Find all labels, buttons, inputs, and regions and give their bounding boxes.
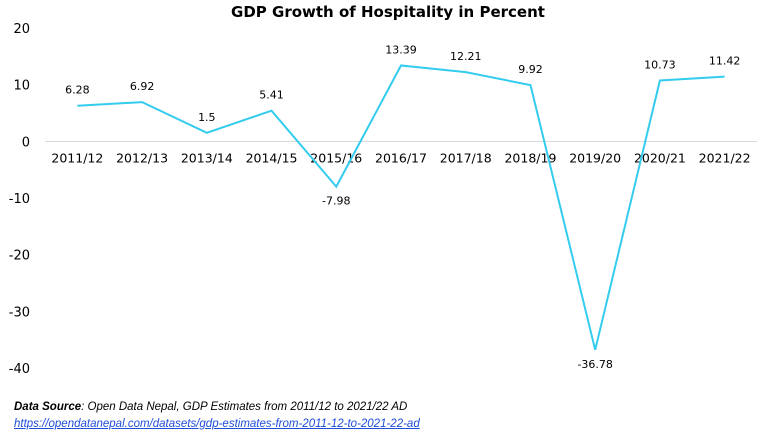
data-label: 6.92 (130, 80, 155, 93)
y-tick-label: -40 (9, 362, 30, 377)
chart-title: GDP Growth of Hospitality in Percent (231, 3, 545, 21)
data-label: 12.21 (450, 50, 482, 63)
x-tick-label: 2011/12 (51, 150, 103, 165)
x-tick-label: 2019/20 (569, 150, 621, 165)
data-label: 13.39 (385, 43, 417, 56)
y-tick-label: -20 (9, 249, 30, 264)
x-axis: 2011/12 2012/13 2013/14 2014/15 2015/16 2016/… (51, 150, 750, 165)
y-tick-label: 0 (22, 135, 30, 150)
data-label: 10.73 (644, 59, 676, 72)
data-label: 1.5 (198, 111, 216, 124)
data-source-line: Data Source: Open Data Nepal, GDP Estima… (14, 399, 420, 416)
y-tick-label: -10 (9, 192, 30, 207)
y-tick-label: 20 (13, 22, 30, 37)
data-source-link[interactable]: https://opendatanepal.com/datasets/gdp-e… (14, 418, 420, 430)
data-label: 5.41 (259, 89, 284, 102)
series-line (77, 64, 725, 351)
data-labels: 6.28 6.92 1.5 5.41 -7.98 13.39 12.21 9.92 -36.78… (65, 43, 740, 370)
y-tick-label: 10 (13, 79, 30, 94)
x-tick-label: 2016/17 (375, 150, 427, 165)
data-source-text: : Open Data Nepal, GDP Estimates from 20… (81, 401, 408, 413)
data-source-link-line: https://opendatanepal.com/datasets/gdp-e… (14, 416, 420, 433)
x-tick-label: 2013/14 (181, 150, 233, 165)
x-tick-label: 2020/21 (634, 150, 686, 165)
x-tick-label: 2017/18 (440, 150, 492, 165)
data-label: 6.28 (65, 84, 90, 97)
x-tick-label: 2012/13 (116, 150, 168, 165)
data-label: 11.42 (709, 55, 741, 68)
data-source-label: Data Source (14, 401, 82, 413)
data-source-note: Data Source: Open Data Nepal, GDP Estima… (14, 399, 420, 433)
x-tick-label: 2018/19 (504, 150, 556, 165)
data-label: -36.78 (577, 358, 612, 371)
x-tick-label: 2014/15 (246, 150, 298, 165)
y-axis: 20 10 0 -10 -20 -30 -40 (9, 22, 30, 377)
data-label: 9.92 (518, 63, 543, 76)
y-tick-label: -30 (9, 305, 30, 320)
x-tick-label: 2021/22 (699, 150, 751, 165)
data-label: -7.98 (322, 195, 350, 208)
